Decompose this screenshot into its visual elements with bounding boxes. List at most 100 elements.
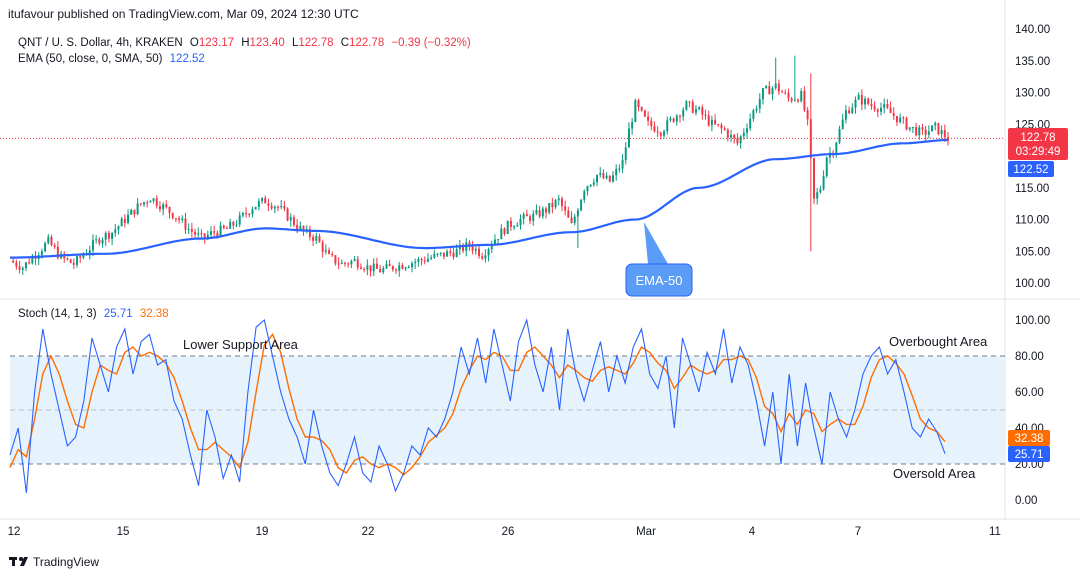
candle (848, 106, 851, 115)
candle (679, 114, 681, 123)
candle (382, 265, 385, 275)
candle (257, 198, 260, 211)
candle (733, 133, 736, 144)
candle (937, 122, 940, 136)
candle (844, 104, 847, 124)
candle (439, 252, 442, 257)
candle (749, 113, 752, 132)
ema-callout[interactable]: EMA-50 (625, 222, 693, 297)
stoch-k-legend-value: 25.71 (104, 308, 133, 320)
symbol-title: QNT / U. S. Dollar, 4h, KRAKEN (18, 37, 183, 49)
candle (474, 246, 477, 255)
candle (605, 172, 608, 180)
candle (178, 215, 181, 224)
candle (720, 122, 723, 134)
candle (433, 249, 436, 259)
price-tick-label: 115.00 (1015, 183, 1049, 195)
candle (238, 211, 241, 228)
candle (321, 239, 324, 258)
candle (385, 260, 388, 270)
candle (292, 214, 295, 227)
candle (356, 256, 359, 271)
candle (350, 259, 353, 269)
candle (627, 122, 630, 148)
ema-legend[interactable]: EMA (50, close, 0, SMA, 50) 122.52 (18, 53, 205, 65)
time-tick-label: 4 (749, 526, 756, 538)
time-tick-label: 15 (117, 526, 130, 538)
candle (787, 88, 790, 102)
candle (921, 123, 924, 135)
candle (277, 205, 279, 211)
candle (375, 257, 378, 269)
candle (165, 200, 168, 209)
candle (95, 235, 98, 244)
candle (643, 109, 646, 118)
price-tick-label: 140.00 (1015, 24, 1050, 36)
candle (819, 185, 822, 194)
bar-countdown: 03:29:49 (1016, 146, 1061, 158)
candle (353, 256, 356, 262)
candle (484, 249, 487, 263)
candle (66, 257, 69, 261)
candle (618, 164, 621, 173)
candle (123, 214, 126, 228)
candle (940, 125, 943, 139)
candle (873, 101, 876, 112)
candle (490, 240, 493, 254)
candle (851, 103, 854, 114)
candle (225, 226, 228, 230)
time-tick-label: Mar (636, 526, 656, 538)
candle (816, 187, 819, 205)
candle (436, 253, 439, 257)
candle (158, 201, 161, 213)
candle (672, 117, 675, 123)
candle (895, 115, 898, 126)
stoch-d-badge: 32.38 (1008, 430, 1050, 446)
price-tick-label: 110.00 (1015, 215, 1049, 227)
candle (612, 171, 614, 183)
price-axis-ticks: 100.00105.00110.00115.00120.00125.00130.… (1015, 24, 1050, 290)
stoch-d-badge-value: 32.38 (1015, 433, 1044, 445)
candle (423, 256, 426, 265)
ema-legend-label: EMA (50, close, 0, SMA, 50) (18, 53, 163, 65)
candle (251, 206, 254, 218)
candle (573, 213, 576, 226)
candle (31, 253, 34, 265)
candle (449, 248, 452, 257)
candle (538, 205, 541, 219)
candle (608, 175, 611, 183)
candle (771, 86, 774, 101)
candle (136, 198, 139, 216)
candle (653, 121, 656, 133)
candle (414, 258, 417, 269)
price-legend[interactable]: QNT / U. S. Dollar, 4h, KRAKEN O123.17 H… (18, 37, 471, 49)
candle (417, 256, 420, 267)
candle (841, 113, 844, 130)
price-tick-label: 105.00 (1015, 246, 1050, 258)
candle (742, 128, 745, 140)
candle (91, 234, 94, 256)
time-axis-ticks: 12 15 19 22 26 Mar 4 7 11 (8, 526, 1001, 538)
candle (886, 99, 889, 110)
candle (656, 126, 659, 137)
candle (580, 198, 583, 212)
candle (548, 203, 551, 215)
candle (777, 79, 780, 95)
candle (883, 98, 886, 114)
candle (395, 268, 398, 274)
last-price-badge: 122.78 03:29:49 (1008, 128, 1068, 160)
candle (462, 243, 465, 254)
candle (222, 224, 225, 230)
stoch-legend[interactable]: Stoch (14, 1, 3) 25.71 32.38 (18, 308, 169, 320)
candle (803, 86, 806, 112)
stoch-k-line (9, 317, 946, 493)
candle (308, 225, 311, 241)
high-value: 123.40 (250, 37, 285, 49)
candle (675, 114, 678, 126)
candle (133, 209, 136, 218)
candle (765, 84, 768, 89)
candle (235, 219, 238, 228)
tradingview-logo[interactable]: TradingView (9, 555, 99, 569)
candle (187, 223, 190, 235)
